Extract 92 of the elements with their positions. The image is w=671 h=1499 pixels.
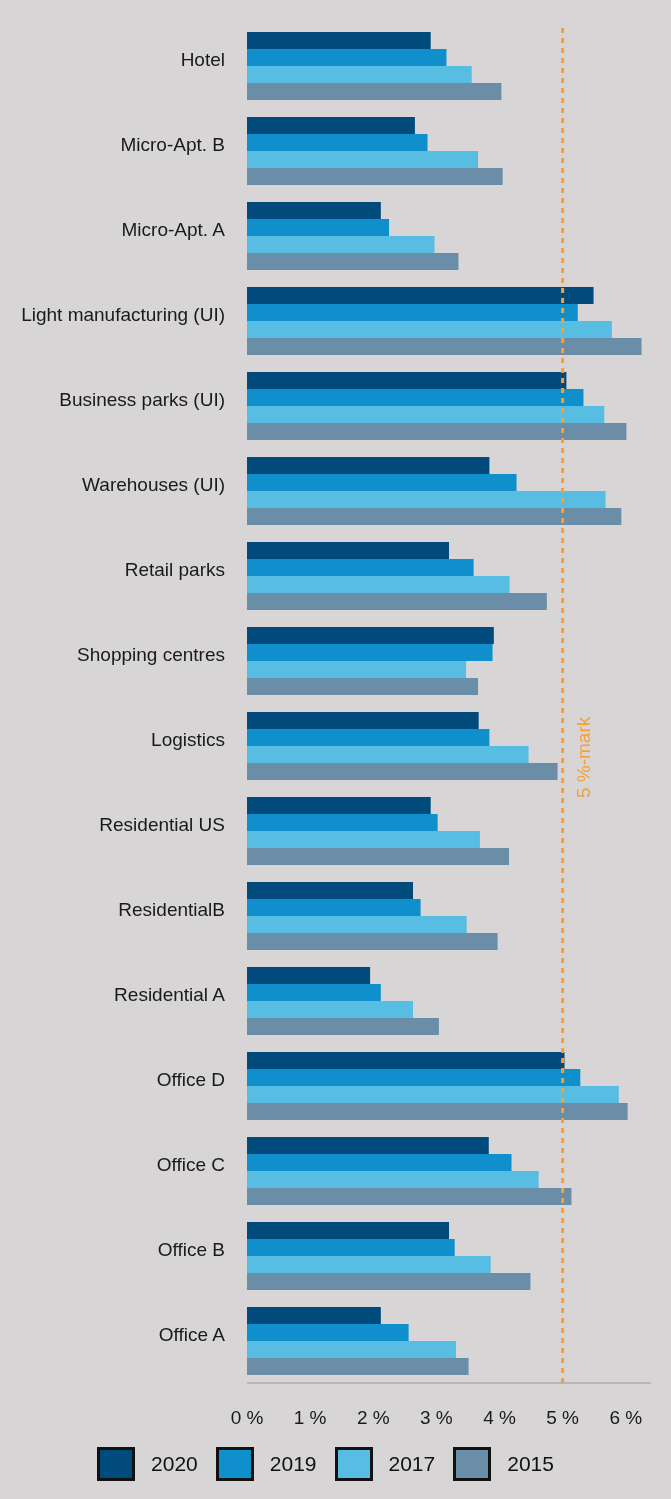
bar [247,253,459,270]
bar [247,423,627,440]
bar [247,49,447,66]
bar [247,1273,531,1290]
bar [247,712,479,729]
x-tick-label: 5 % [546,1407,580,1429]
bar [247,831,480,848]
bar [247,559,474,576]
bar [247,848,509,865]
bar [247,219,390,236]
bar [247,1086,619,1103]
bar [247,474,517,491]
bar [247,168,503,185]
bar [247,372,567,389]
y-tick-label: Office B [157,1238,225,1260]
x-tick-label: 3 % [420,1407,453,1429]
bar [247,542,449,559]
y-tick-label: Office C [156,1153,225,1175]
bar [247,916,467,933]
bar [247,814,438,831]
bar [247,202,381,219]
y-tick-label: ResidentialB [118,898,225,920]
bar [247,933,498,950]
bar [247,1256,491,1273]
bar [247,321,612,338]
bar [247,1069,581,1086]
x-tick-label: 1 % [293,1407,327,1429]
bar [247,304,578,321]
bar [247,678,479,695]
bar [247,1052,565,1069]
bar [247,1324,409,1341]
y-tick-label: Shopping centres [77,643,225,665]
y-tick-label: Logistics [151,728,225,750]
bar [247,576,510,593]
bar [247,508,622,525]
legend-label: 2017 [388,1452,436,1476]
bar [247,1103,628,1120]
bar [247,1222,449,1239]
bar [247,899,421,916]
legend-label: 2019 [269,1452,317,1476]
bar [247,746,529,763]
legend-label: 2015 [507,1452,554,1476]
bar [247,1137,489,1154]
bar [247,967,371,984]
y-tick-label: Office A [158,1323,226,1345]
bar [247,627,494,644]
bar [247,1018,439,1035]
bar [247,389,584,406]
y-tick-label: Residential A [114,983,226,1005]
y-tick-label: Office D [156,1068,225,1090]
bar [247,882,414,899]
bar [247,117,415,134]
y-tick-label: Residential US [99,813,225,835]
y-tick-label: Micro-Apt. B [120,133,225,155]
bar [247,763,558,780]
y-tick-label: Retail parks [124,558,225,580]
y-tick-label: Business parks (UI) [59,388,225,410]
bar [247,287,594,304]
bar [247,1341,456,1358]
bar [247,66,472,83]
bar [247,457,490,474]
bar [247,338,642,355]
bar [247,1239,455,1256]
bar [247,406,605,423]
bar [247,797,431,814]
bar [247,1307,381,1324]
ref-line-label: 5 %-mark [572,716,594,799]
bar [247,984,381,1001]
bar [247,151,479,168]
bar [247,661,467,678]
bar [247,1001,414,1018]
bar [247,32,431,49]
y-tick-label: Micro-Apt. A [121,218,226,240]
bar [247,729,490,746]
bar [247,1358,469,1375]
x-tick-label: 4 % [483,1407,516,1429]
x-tick-label: 2 % [356,1407,390,1429]
legend-label: 2020 [151,1452,198,1476]
bar [247,1171,539,1188]
bar [247,491,606,508]
y-tick-label: Warehouses (UI) [82,473,225,495]
bar [247,1188,572,1205]
x-tick-label: 6 % [609,1407,643,1429]
bar [247,593,547,610]
bar [247,83,502,100]
x-tick-label: 0 % [230,1407,264,1429]
y-tick-label: Light manufacturing (UI) [21,303,225,325]
bar [247,644,493,661]
bar [247,236,435,253]
bar [247,1154,512,1171]
bar [247,134,428,151]
y-tick-label: Hotel [180,48,225,70]
